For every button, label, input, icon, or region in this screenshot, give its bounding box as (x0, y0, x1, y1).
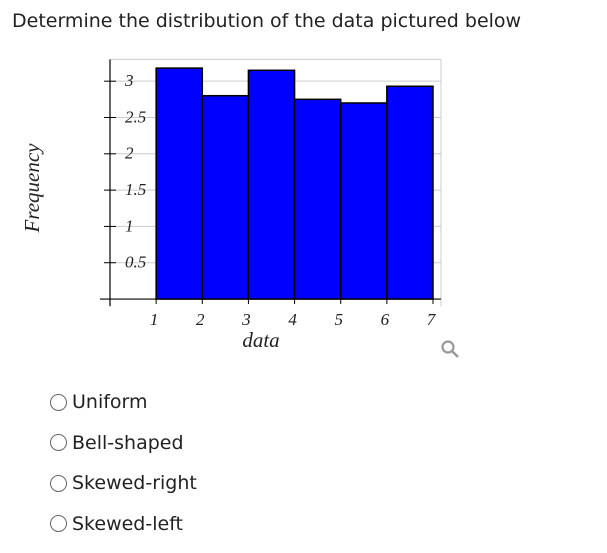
y-tick-label: 1 (125, 216, 134, 235)
option[interactable]: Skewed-right (50, 463, 197, 504)
bar (201, 94, 250, 300)
x-tick-label: 6 (381, 310, 390, 329)
x-tick-label: 4 (288, 310, 297, 329)
option-label[interactable]: Skewed-left (72, 512, 183, 535)
x-tick-label: 2 (196, 310, 205, 329)
radio-button[interactable] (50, 474, 67, 492)
option[interactable]: Uniform (50, 382, 197, 423)
bar (339, 102, 388, 300)
x-tick-label: 1 (150, 310, 159, 329)
search-icon[interactable] (441, 340, 459, 358)
bar (293, 98, 342, 300)
x-tick-label: 5 (334, 310, 343, 329)
question: Determine the distribution of the data p… (12, 10, 522, 32)
options: Uniform Bell-shaped Skewed-right Skewed-lef… (50, 382, 197, 544)
y-tick-label: 1.5 (125, 180, 146, 199)
chart: Frequency data 0.5 1 1.5 2 2.5 3 1 2 3 4 5 6 7 (20, 58, 459, 358)
option-label[interactable]: Uniform (72, 391, 148, 414)
radio-button[interactable] (50, 434, 67, 452)
radio-button[interactable] (50, 515, 67, 533)
option[interactable]: Skewed-left (50, 504, 197, 545)
y-tick-label: 0.5 (125, 253, 146, 272)
x-tick-label: 3 (241, 310, 251, 329)
x-tick-label: 7 (427, 310, 437, 329)
radio-button[interactable] (50, 393, 67, 411)
x-axis-label: data (242, 328, 279, 352)
bar (247, 69, 296, 300)
option-label[interactable]: Skewed-right (72, 472, 197, 495)
y-tick-label: 3 (124, 71, 134, 90)
y-tick-label: 2.5 (125, 107, 146, 126)
bar (155, 67, 204, 300)
option[interactable]: Bell-shaped (50, 423, 197, 464)
y-axis-label: Frequency (20, 143, 44, 234)
option-label[interactable]: Bell-shaped (72, 431, 184, 454)
y-tick-label: 2 (125, 144, 134, 163)
bar (386, 85, 434, 300)
